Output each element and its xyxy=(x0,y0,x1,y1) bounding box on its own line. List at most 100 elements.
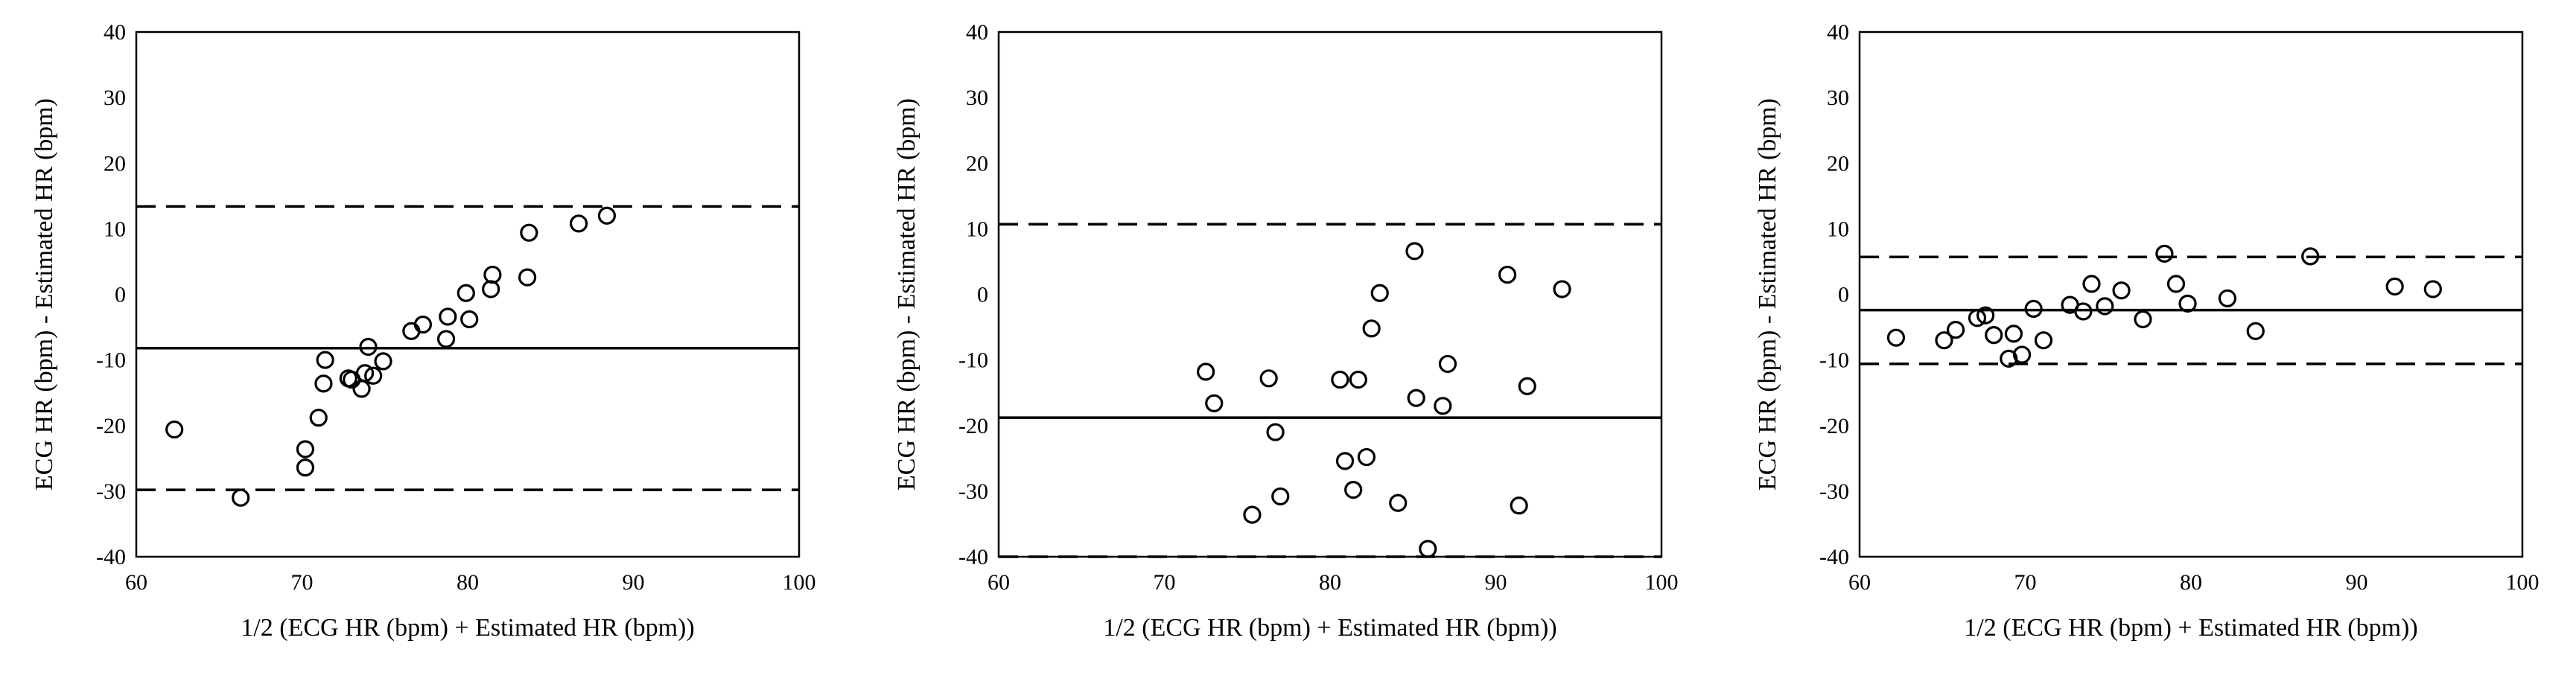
data-point xyxy=(439,307,457,326)
y-tick-label: 40 xyxy=(966,20,988,45)
data-point xyxy=(2385,277,2404,296)
data-point xyxy=(569,214,588,233)
data-point xyxy=(296,458,315,477)
x-tick-label: 80 xyxy=(2180,570,2202,595)
data-point xyxy=(518,268,537,287)
y-tick-label: 10 xyxy=(104,217,126,241)
data-point xyxy=(2155,244,2174,263)
data-point xyxy=(1968,309,1987,327)
y-tick-label: 20 xyxy=(966,151,988,176)
y-tick-label: 20 xyxy=(104,151,126,176)
y-tick-label: 20 xyxy=(1827,151,1849,176)
data-point xyxy=(460,310,479,329)
y-tick-label: -40 xyxy=(958,545,988,569)
data-point xyxy=(1419,540,1437,558)
y-tick-label: -10 xyxy=(96,348,126,373)
data-point xyxy=(1553,280,1571,298)
data-point xyxy=(1349,370,1367,389)
x-tick-label: 90 xyxy=(2346,570,2368,595)
data-point xyxy=(2301,247,2320,266)
data-point xyxy=(1405,242,1424,261)
y-tick-label: 30 xyxy=(966,86,988,110)
y-tick-label: -40 xyxy=(1819,545,1849,569)
data-point xyxy=(2218,289,2237,307)
data-point xyxy=(520,223,538,242)
data-point xyxy=(352,380,371,398)
data-point xyxy=(1259,369,1278,388)
data-point xyxy=(374,352,392,371)
data-point xyxy=(413,315,433,334)
y-tick-label: -30 xyxy=(96,479,126,504)
plot-frame xyxy=(1858,31,2524,558)
data-point xyxy=(2112,281,2131,300)
data-point xyxy=(1935,331,1953,350)
data-point xyxy=(364,366,383,385)
x-tick-label: 70 xyxy=(1154,570,1176,595)
data-point xyxy=(1498,265,1517,284)
data-point xyxy=(355,364,375,383)
y-axis-title: ECG HR (bpm) - Estimated HR (bpm) xyxy=(31,98,58,491)
x-tick-label: 60 xyxy=(988,570,1010,595)
data-point xyxy=(296,440,315,458)
x-axis-title: 1/2 (ECG HR (bpm) + Estimated HR (bpm)) xyxy=(1964,614,2417,642)
y-tick-label: -10 xyxy=(958,348,988,373)
data-point xyxy=(1331,370,1349,389)
x-tick-label: 90 xyxy=(1485,570,1507,595)
y-tick-label: 10 xyxy=(966,217,988,241)
data-point xyxy=(436,330,456,348)
data-point xyxy=(2178,294,2197,313)
data-point xyxy=(1946,320,1965,339)
data-point xyxy=(1407,389,1425,407)
data-point xyxy=(2034,331,2053,350)
data-point xyxy=(314,374,333,393)
x-tick-label: 100 xyxy=(2506,570,2540,595)
data-point xyxy=(2074,302,2093,321)
data-point xyxy=(1438,354,1457,374)
y-tick-label: -30 xyxy=(1819,479,1849,504)
data-point xyxy=(232,488,250,507)
y-tick-label: 10 xyxy=(1827,217,1849,241)
data-point xyxy=(316,351,334,369)
data-point xyxy=(2246,322,2265,340)
data-point xyxy=(1362,319,1381,338)
x-axis-title: 1/2 (ECG HR (bpm) + Estimated HR (bpm)) xyxy=(1103,614,1556,642)
x-tick-label: 80 xyxy=(457,570,479,595)
x-tick-label: 100 xyxy=(1645,570,1679,595)
data-point xyxy=(2024,299,2043,318)
data-point xyxy=(1518,377,1536,395)
data-point xyxy=(1266,423,1285,441)
x-tick-label: 70 xyxy=(2014,570,2037,595)
data-point xyxy=(482,280,500,298)
data-point xyxy=(1389,493,1408,512)
x-tick-label: 60 xyxy=(1848,570,1871,595)
data-point xyxy=(1370,284,1389,302)
y-tick-label: -20 xyxy=(958,414,988,438)
data-point xyxy=(2423,280,2442,298)
y-axis-title: ECG HR (bpm) - Estimated HR (bpm) xyxy=(893,98,920,491)
y-tick-label: -20 xyxy=(1819,414,1849,438)
data-point xyxy=(1886,328,1906,347)
data-point xyxy=(1197,362,1215,381)
plot-frame xyxy=(135,31,801,558)
data-point xyxy=(2012,345,2032,364)
data-point xyxy=(2134,310,2152,329)
x-tick-label: 100 xyxy=(783,570,816,595)
x-axis-title: 1/2 (ECG HR (bpm) + Estimated HR (bpm)) xyxy=(241,614,694,642)
y-axis-title: ECG HR (bpm) - Estimated HR (bpm) xyxy=(1754,98,1781,491)
data-point xyxy=(2082,275,2101,293)
data-point xyxy=(597,206,617,225)
x-tick-label: 60 xyxy=(125,570,147,595)
data-point xyxy=(165,420,184,439)
data-point xyxy=(1976,306,1995,325)
y-tick-label: 0 xyxy=(1838,283,1849,307)
y-tick-label: 30 xyxy=(104,86,126,110)
data-point xyxy=(2096,297,2114,316)
y-tick-label: 30 xyxy=(1827,86,1849,110)
data-point xyxy=(1335,452,1355,470)
data-point xyxy=(1434,397,1452,415)
plot-frame xyxy=(997,31,1663,558)
data-point xyxy=(1510,496,1528,515)
